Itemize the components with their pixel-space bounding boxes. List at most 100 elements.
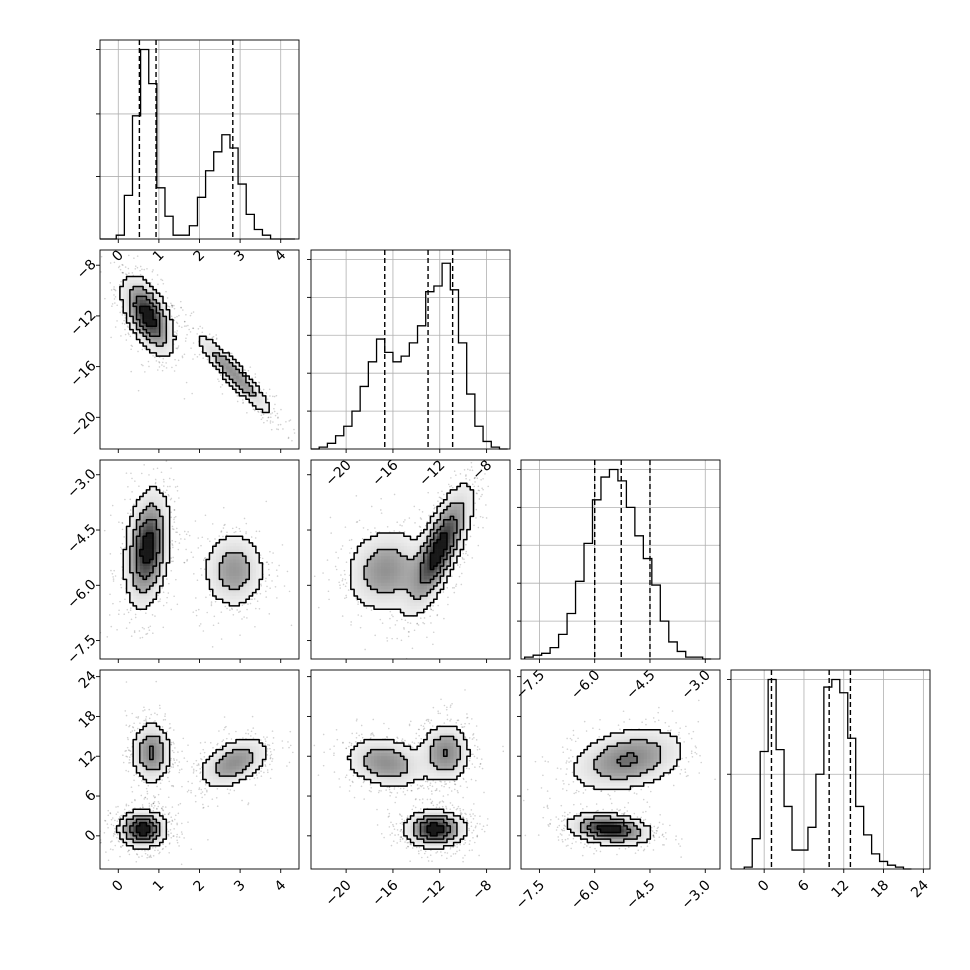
pair-0-1-density-cell [212, 362, 217, 367]
pair-0-1-density-cell [163, 332, 167, 337]
pair-0-2-density-cell [235, 579, 240, 584]
pair-0-2-scatter-point [241, 618, 243, 620]
pair-0-2-density-cell [149, 562, 154, 567]
pair-0-2-density-cell [216, 542, 220, 547]
pair-0-3-scatter-point [154, 796, 156, 798]
pair-0-1-density-cell [149, 326, 154, 330]
pair-0-1-scatter-point [125, 273, 128, 276]
pair-0-2-density-cell [153, 546, 157, 550]
pair-0-2-density-cell [252, 549, 257, 554]
pair-0-2-scatter-point [202, 559, 205, 562]
pair-0-2-density-cell [226, 572, 230, 577]
pair-0-3-density-cell [129, 832, 134, 837]
pair-0-1-scatter-point [208, 333, 211, 335]
pair-0-1-scatter-point [136, 255, 139, 257]
pair-0-1-density-cell [209, 342, 214, 347]
pair-0-2-scatter-point [121, 521, 124, 524]
pair-0-3-scatter-point [264, 740, 267, 742]
pair-0-1-density-cell [139, 339, 144, 344]
pair-0-2-density-cell [143, 542, 147, 547]
pair-0-2-density-cell [143, 506, 147, 511]
pair-0-2-density-cell [133, 519, 137, 524]
pair-0-2-density-cell [222, 582, 227, 587]
pair-0-2-density-cell [242, 546, 247, 550]
pair-0-3-scatter-point [181, 785, 183, 788]
pair-0-3-density-cell [129, 819, 134, 823]
pair-0-3-scatter-point [172, 766, 174, 768]
pair-0-1-density-cell [239, 369, 243, 374]
pair-0-3-scatter-point [131, 712, 134, 715]
pair-0-2-scatter-point [288, 590, 291, 593]
pair-0-3-scatter-point [152, 802, 155, 805]
pair-0-1-density-cell [146, 316, 151, 320]
pair-0-2-density-cell [252, 586, 257, 590]
pair-0-2-density-cell [153, 529, 157, 534]
pair-0-3-scatter-point [172, 785, 175, 788]
pair-0-2-density-cell [222, 549, 227, 554]
pair-0-1-scatter-point [190, 347, 192, 350]
pair-0-2-density-cell [153, 486, 157, 491]
pair-0-1-density-cell [255, 385, 260, 390]
pair-0-2-scatter-point [157, 600, 160, 603]
pair-0-1-density-cell [129, 279, 134, 284]
pair-0-2-scatter-point [129, 498, 132, 501]
pair-0-2-density-cell [156, 589, 160, 593]
pair-0-2-density-cell [146, 542, 151, 547]
pair-0-2-density-cell [239, 586, 243, 590]
pair-0-1-density-cell [163, 326, 167, 330]
pair-0-2-scatter-point [170, 511, 172, 514]
pair-0-1-density-cell [226, 352, 230, 357]
pair-0-3-scatter-point [171, 820, 174, 822]
pair-0-1-scatter-point [277, 417, 279, 419]
pair-0-2-density-cell [232, 602, 237, 607]
pair-0-2-scatter-point [190, 551, 193, 554]
pair-0-2-density-cell [136, 562, 141, 567]
pair-0-1-density-cell [146, 299, 151, 304]
pair-0-2-density-cell [143, 532, 147, 537]
pair-0-2-density-cell [133, 529, 137, 534]
pair-0-1-density-cell [159, 303, 164, 307]
pair-0-2-scatter-point [260, 584, 263, 587]
pair-0-1-scatter-point [277, 428, 280, 431]
pair-0-1-density-cell [245, 382, 250, 387]
pair-0-2-scatter-point [168, 582, 170, 585]
pair-0-2-density-cell [166, 523, 170, 527]
pair-0-2-density-cell [216, 549, 220, 554]
pair-0-1-density-cell [139, 306, 144, 310]
pair-0-3-scatter-point [156, 785, 158, 788]
pair-0-1-density-cell [226, 359, 230, 364]
pair-0-1-density-cell [259, 402, 263, 407]
pair-0-3-scatter-point [162, 843, 164, 846]
pair-0-2-scatter-point [171, 560, 173, 563]
pair-0-2-density-cell [149, 513, 154, 517]
pair-0-2-density-cell [163, 562, 167, 567]
pair-0-1-density-cell [156, 342, 160, 347]
pair-0-2-density-cell [139, 592, 144, 597]
pair-0-2-scatter-point [147, 626, 150, 629]
pair-0-2-density-cell [156, 503, 160, 507]
pair-0-1-density-cell [139, 279, 144, 284]
pair-0-3-scatter-point [166, 730, 168, 733]
pair-0-1-density-cell [209, 359, 214, 364]
pair-0-2-density-cell [249, 582, 253, 587]
pair-0-1-scatter-point [124, 317, 127, 319]
pair-0-3-scatter-point [263, 771, 265, 774]
pair-0-2-density-cell [239, 572, 243, 577]
pair-0-2-density-cell [153, 493, 157, 497]
pair-0-1-density-cell [159, 309, 164, 314]
pair-0-2-density-cell [143, 605, 147, 610]
pair-0-2-density-cell [163, 539, 167, 544]
pair-0-1-scatter-point [141, 268, 143, 271]
pair-0-1-density-cell [232, 385, 237, 390]
pair-0-1-scatter-point [201, 327, 204, 329]
pair-0-2-density-cell [245, 569, 250, 574]
pair-0-3-scatter-point [264, 738, 267, 740]
pair-0-1-scatter-point [186, 333, 188, 336]
pair-0-2-density-cell [163, 529, 167, 534]
pair-0-3-scatter-point [172, 763, 175, 766]
pair-0-2-density-cell [143, 595, 147, 600]
pair-0-3-scatter-point [201, 796, 203, 799]
pair-0-3-scatter-point [148, 802, 151, 805]
pair-0-3-scatter-point [164, 813, 166, 816]
pair-0-1-density-cell [153, 336, 157, 340]
